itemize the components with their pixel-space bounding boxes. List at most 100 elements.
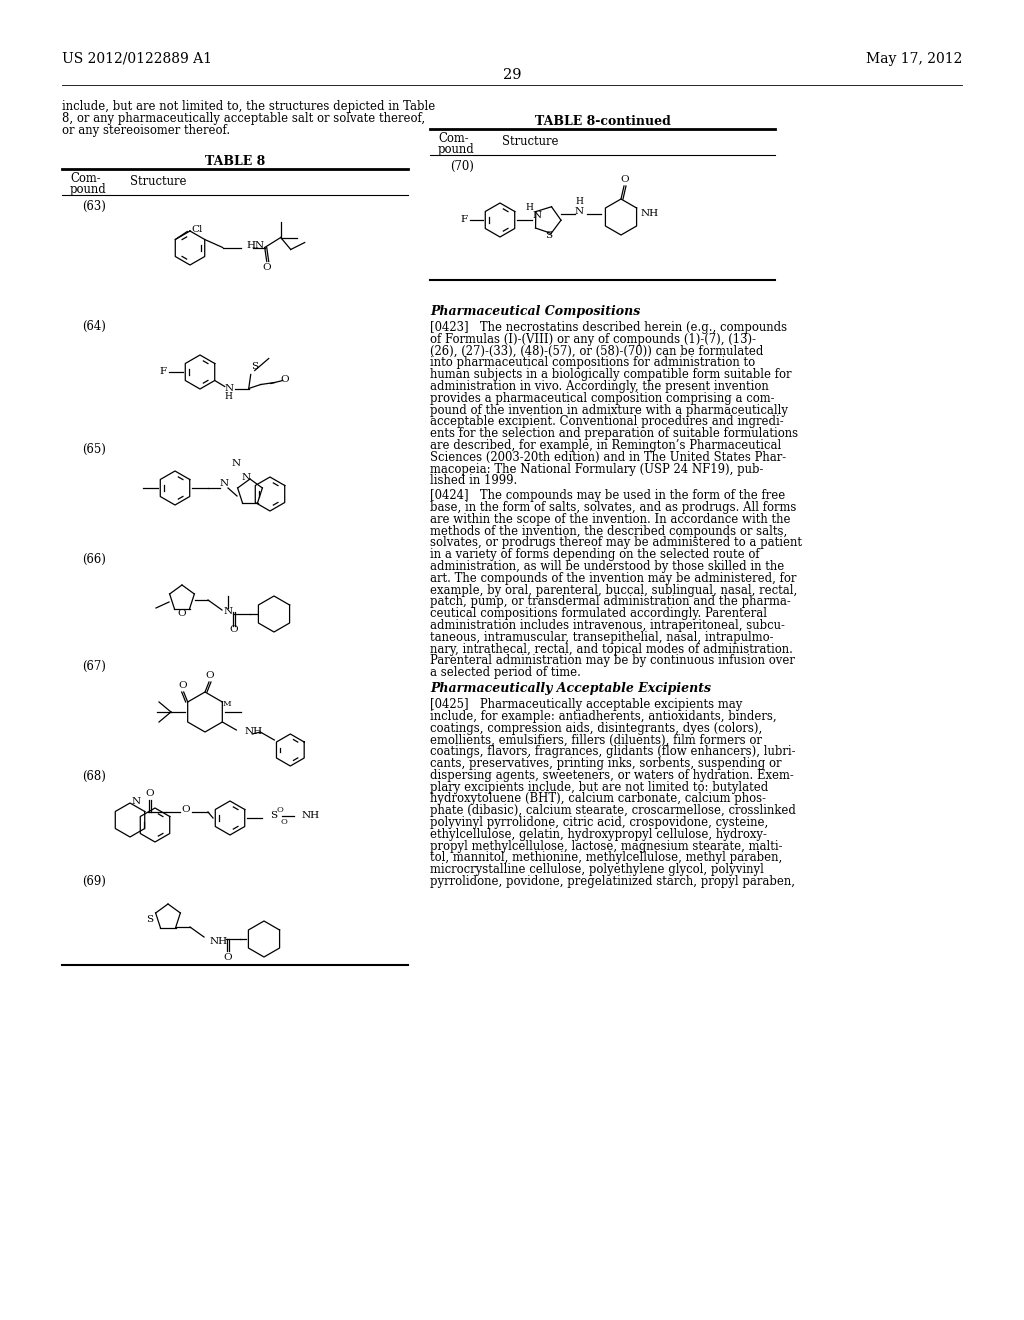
Text: a selected period of time.: a selected period of time. <box>430 667 581 680</box>
Text: HN: HN <box>247 242 265 249</box>
Text: or any stereoisomer thereof.: or any stereoisomer thereof. <box>62 124 230 136</box>
Text: tol, mannitol, methionine, methylcellulose, methyl paraben,: tol, mannitol, methionine, methylcellulo… <box>430 851 782 865</box>
Text: O: O <box>178 610 186 619</box>
Text: (64): (64) <box>82 319 105 333</box>
Text: patch, pump, or transdermal administration and the pharma-: patch, pump, or transdermal administrati… <box>430 595 791 609</box>
Text: dispersing agents, sweeteners, or waters of hydration. Exem-: dispersing agents, sweeteners, or waters… <box>430 768 794 781</box>
Text: Com-: Com- <box>438 132 469 145</box>
Text: nary, intrathecal, rectal, and topical modes of administration.: nary, intrathecal, rectal, and topical m… <box>430 643 793 656</box>
Text: are described, for example, in Remington’s Pharmaceutical: are described, for example, in Remington… <box>430 440 781 451</box>
Text: provides a pharmaceutical composition comprising a com-: provides a pharmaceutical composition co… <box>430 392 774 405</box>
Text: TABLE 8: TABLE 8 <box>205 154 265 168</box>
Text: TABLE 8-continued: TABLE 8-continued <box>535 115 671 128</box>
Text: Pharmaceutically Acceptable Excipients: Pharmaceutically Acceptable Excipients <box>430 682 711 696</box>
Text: N: N <box>574 207 584 216</box>
Text: (63): (63) <box>82 201 105 213</box>
Text: S: S <box>270 812 278 821</box>
Text: (65): (65) <box>82 444 105 455</box>
Text: ents for the selection and preparation of suitable formulations: ents for the selection and preparation o… <box>430 428 798 440</box>
Text: administration, as will be understood by those skilled in the: administration, as will be understood by… <box>430 560 784 573</box>
Text: (68): (68) <box>82 770 105 783</box>
Text: coatings, flavors, fragrances, glidants (flow enhancers), lubri-: coatings, flavors, fragrances, glidants … <box>430 746 796 758</box>
Text: 8, or any pharmaceutically acceptable salt or solvate thereof,: 8, or any pharmaceutically acceptable sa… <box>62 112 425 125</box>
Text: M: M <box>222 700 231 708</box>
Text: O: O <box>621 174 630 183</box>
Text: polyvinyl pyrrolidone, citric acid, crospovidone, cysteine,: polyvinyl pyrrolidone, citric acid, cros… <box>430 816 768 829</box>
Text: microcrystalline cellulose, polyethylene glycol, polyvinyl: microcrystalline cellulose, polyethylene… <box>430 863 764 876</box>
Text: S: S <box>146 915 154 924</box>
Text: 29: 29 <box>503 69 521 82</box>
Text: O: O <box>262 263 271 272</box>
Text: pound of the invention in admixture with a pharmaceutically: pound of the invention in admixture with… <box>430 404 788 417</box>
Text: Sciences (2003-20th edition) and in The United States Phar-: Sciences (2003-20th edition) and in The … <box>430 451 786 463</box>
Text: plary excipients include, but are not limited to: butylated: plary excipients include, but are not li… <box>430 780 768 793</box>
Text: H: H <box>575 198 583 206</box>
Text: O: O <box>229 626 239 635</box>
Text: O: O <box>223 953 232 961</box>
Text: (69): (69) <box>82 875 105 888</box>
Text: NH: NH <box>210 936 228 945</box>
Text: N: N <box>224 384 233 393</box>
Text: hydroxytoluene (BHT), calcium carbonate, calcium phos-: hydroxytoluene (BHT), calcium carbonate,… <box>430 792 766 805</box>
Text: Structure: Structure <box>502 135 558 148</box>
Text: are within the scope of the invention. In accordance with the: are within the scope of the invention. I… <box>430 512 791 525</box>
Text: [0423]   The necrostatins described herein (e.g., compounds: [0423] The necrostatins described herein… <box>430 321 787 334</box>
Text: example, by oral, parenteral, buccal, sublingual, nasal, rectal,: example, by oral, parenteral, buccal, su… <box>430 583 798 597</box>
Text: of Formulas (I)-(VIII) or any of compounds (1)-(7), (13)-: of Formulas (I)-(VIII) or any of compoun… <box>430 333 756 346</box>
Text: phate (dibasic), calcium stearate, croscarmellose, crosslinked: phate (dibasic), calcium stearate, crosc… <box>430 804 796 817</box>
Text: ceutical compositions formulated accordingly. Parenteral: ceutical compositions formulated accordi… <box>430 607 767 620</box>
Text: include, but are not limited to, the structures depicted in Table: include, but are not limited to, the str… <box>62 100 435 114</box>
Text: Cl: Cl <box>191 224 203 234</box>
Text: O: O <box>276 807 284 814</box>
Text: (66): (66) <box>82 553 105 566</box>
Text: methods of the invention, the described compounds or salts,: methods of the invention, the described … <box>430 524 787 537</box>
Text: administration includes intravenous, intraperitoneal, subcu-: administration includes intravenous, int… <box>430 619 784 632</box>
Text: into pharmaceutical compositions for administration to: into pharmaceutical compositions for adm… <box>430 356 755 370</box>
Text: N: N <box>219 479 228 488</box>
Text: O: O <box>206 672 214 681</box>
Text: solvates, or prodrugs thereof may be administered to a patient: solvates, or prodrugs thereof may be adm… <box>430 536 802 549</box>
Text: O: O <box>281 375 289 384</box>
Text: Pharmaceutical Compositions: Pharmaceutical Compositions <box>430 305 640 318</box>
Text: coatings, compression aids, disintegrants, dyes (colors),: coatings, compression aids, disintegrant… <box>430 722 762 735</box>
Text: N: N <box>532 211 542 220</box>
Text: [0425]   Pharmaceutically acceptable excipients may: [0425] Pharmaceutically acceptable excip… <box>430 698 742 711</box>
Text: emollients, emulsifiers, fillers (diluents), film formers or: emollients, emulsifiers, fillers (diluen… <box>430 734 762 746</box>
Text: H: H <box>225 392 232 401</box>
Text: Com-: Com- <box>70 172 100 185</box>
Text: O: O <box>281 818 288 826</box>
Text: N: N <box>131 797 140 807</box>
Text: NH: NH <box>302 812 321 821</box>
Text: S: S <box>546 231 553 240</box>
Text: (67): (67) <box>82 660 105 673</box>
Text: (26), (27)-(33), (48)-(57), or (58)-(70)) can be formulated: (26), (27)-(33), (48)-(57), or (58)-(70)… <box>430 345 763 358</box>
Text: ethylcellulose, gelatin, hydroxypropyl cellulose, hydroxy-: ethylcellulose, gelatin, hydroxypropyl c… <box>430 828 767 841</box>
Text: S: S <box>251 362 258 371</box>
Text: [0424]   The compounds may be used in the form of the free: [0424] The compounds may be used in the … <box>430 490 785 502</box>
Text: include, for example: antiadherents, antioxidants, binders,: include, for example: antiadherents, ant… <box>430 710 776 723</box>
Text: May 17, 2012: May 17, 2012 <box>865 51 962 66</box>
Text: Parenteral administration may be by continuous infusion over: Parenteral administration may be by cont… <box>430 655 795 668</box>
Text: in a variety of forms depending on the selected route of: in a variety of forms depending on the s… <box>430 548 760 561</box>
Text: F: F <box>160 367 167 376</box>
Text: N: N <box>242 473 251 482</box>
Text: O: O <box>181 805 190 814</box>
Text: cants, preservatives, printing inks, sorbents, suspending or: cants, preservatives, printing inks, sor… <box>430 756 781 770</box>
Text: base, in the form of salts, solvates, and as prodrugs. All forms: base, in the form of salts, solvates, an… <box>430 502 797 513</box>
Text: pound: pound <box>70 183 106 195</box>
Text: O: O <box>145 789 155 799</box>
Text: pound: pound <box>438 143 475 156</box>
Text: propyl methylcellulose, lactose, magnesium stearate, malti-: propyl methylcellulose, lactose, magnesi… <box>430 840 782 853</box>
Text: acceptable excipient. Conventional procedures and ingredi-: acceptable excipient. Conventional proce… <box>430 416 783 429</box>
Text: O: O <box>178 681 187 690</box>
Text: macopeia: The National Formulary (USP 24 NF19), pub-: macopeia: The National Formulary (USP 24… <box>430 462 763 475</box>
Text: administration in vivo. Accordingly, the present invention: administration in vivo. Accordingly, the… <box>430 380 769 393</box>
Text: Structure: Structure <box>130 176 186 187</box>
Text: lished in 1999.: lished in 1999. <box>430 474 517 487</box>
Text: N: N <box>231 459 241 469</box>
Text: NH: NH <box>245 727 262 737</box>
Text: human subjects in a biologically compatible form suitable for: human subjects in a biologically compati… <box>430 368 792 381</box>
Text: pyrrolidone, povidone, pregelatinized starch, propyl paraben,: pyrrolidone, povidone, pregelatinized st… <box>430 875 795 888</box>
Text: N: N <box>223 607 232 616</box>
Text: F: F <box>461 215 468 224</box>
